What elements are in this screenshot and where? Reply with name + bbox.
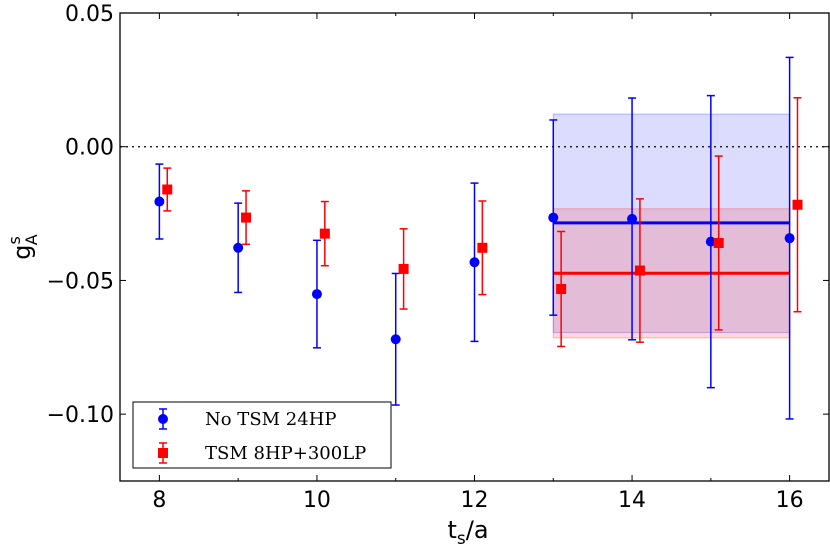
svg-text:gsA: gsA: [5, 234, 41, 260]
legend-entry-tsm: TSM 8HP+300LP: [158, 442, 366, 464]
data-point: [713, 237, 724, 248]
legend-label-no-tsm: No TSM 24HP: [205, 409, 337, 430]
data-point: [154, 196, 165, 207]
x-axis-label: ts/a: [447, 516, 488, 544]
data-point: [784, 233, 795, 244]
x-tick-label: 8: [152, 488, 166, 513]
legend-box: [132, 401, 392, 469]
data-point: [477, 242, 488, 253]
legend-marker-no-tsm: [158, 414, 168, 424]
x-axis-label-sub: s: [457, 529, 466, 544]
y-axis-label: gsA: [5, 234, 41, 260]
legend-label-tsm: TSM 8HP+300LP: [205, 443, 366, 464]
x-tick-labels: 8 10 12 14 16: [152, 488, 803, 513]
x-tick-label: 10: [303, 488, 331, 513]
legend: No TSM 24HP TSM 8HP+300LP: [132, 401, 392, 469]
x-axis-label-main: t: [447, 516, 456, 544]
x-tick-label: 12: [461, 488, 489, 513]
x-tick-label: 14: [618, 488, 646, 513]
y-axis-label-main: g: [8, 245, 36, 260]
data-point: [469, 257, 480, 268]
data-point: [792, 199, 803, 210]
data-point: [390, 334, 401, 345]
data-point: [162, 184, 173, 195]
axis-ticks: [120, 12, 829, 481]
x-axis-label-suffix: /a: [466, 516, 489, 544]
y-axis-label-sub: A: [22, 234, 41, 245]
data-point: [311, 289, 322, 300]
y-tick-label: −0.05: [47, 269, 114, 294]
data-point: [241, 212, 252, 223]
data-point: [705, 236, 716, 247]
data-point: [548, 212, 559, 223]
y-axis-label-sup: s: [5, 236, 24, 244]
y-tick-label: −0.10: [47, 403, 114, 428]
data-point: [398, 263, 409, 274]
data-point: [233, 242, 244, 253]
data-points: [154, 184, 803, 345]
fit-lines: [553, 221, 790, 275]
data-point: [319, 228, 330, 239]
legend-marker-tsm: [158, 448, 168, 458]
x-tick-label: 16: [776, 488, 804, 513]
data-point: [556, 283, 567, 294]
legend-entry-no-tsm: No TSM 24HP: [158, 408, 337, 430]
y-tick-labels: 0.05 0.00 −0.05 −0.10: [47, 2, 114, 428]
fit-bands: [552, 113, 791, 339]
data-point: [634, 265, 645, 276]
y-tick-label: 0.00: [65, 136, 114, 161]
data-point: [627, 213, 638, 224]
y-tick-label: 0.05: [65, 2, 114, 27]
